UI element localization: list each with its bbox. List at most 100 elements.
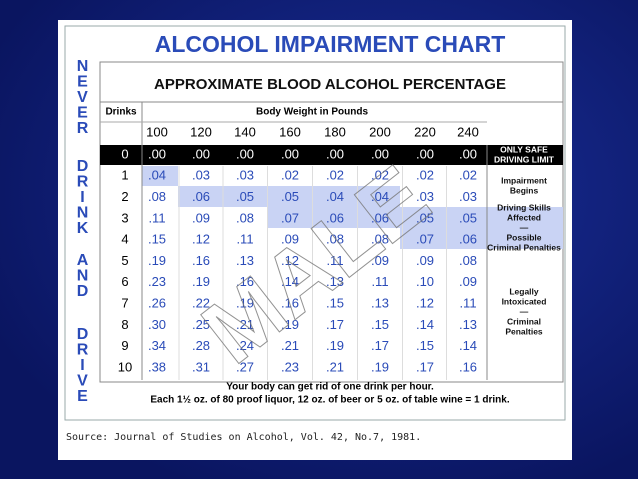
bac-value: .06 <box>459 232 477 247</box>
banner-word: NEVER <box>74 58 91 136</box>
bac-value: .19 <box>371 359 389 374</box>
bac-value: .30 <box>148 317 166 332</box>
bac-value: .03 <box>459 189 477 204</box>
banner-word: DRIVE <box>74 326 91 404</box>
weight: 100 <box>146 124 168 139</box>
bac-value: .07 <box>416 232 434 247</box>
bac-value: .24 <box>236 338 254 353</box>
bac-value: .14 <box>281 274 299 289</box>
bac-value: .16 <box>459 359 477 374</box>
bac-value: .13 <box>371 296 389 311</box>
zone-label: Penalties <box>505 326 543 336</box>
bac-value: .02 <box>459 168 477 183</box>
zone-label: — <box>520 306 529 316</box>
bac-value: .07 <box>281 210 299 225</box>
zone-label: DRIVING LIMIT <box>494 154 555 164</box>
bac-value: .11 <box>236 232 253 247</box>
note: Each 1½ oz. of 80 proof liquor, 12 oz. o… <box>150 395 509 406</box>
bac-value: .23 <box>281 359 299 374</box>
bac-value: .13 <box>326 274 344 289</box>
bac-value: .17 <box>326 317 344 332</box>
zone-label: Driving Skills <box>497 202 551 212</box>
drinks: 1 <box>121 168 128 183</box>
bac-value: .15 <box>148 232 166 247</box>
safe-band <box>100 145 563 165</box>
bac-value: .13 <box>236 253 254 268</box>
bac-value: .16 <box>281 296 299 311</box>
bac-value: .09 <box>192 210 210 225</box>
bac-value: .17 <box>416 359 434 374</box>
bac-value: .04 <box>326 189 344 204</box>
bac-value: .15 <box>416 338 434 353</box>
zone-label: — <box>520 222 529 232</box>
bac-value: .34 <box>148 338 166 353</box>
title: ALCOHOL IMPAIRMENT CHART <box>155 31 506 57</box>
drinks: 6 <box>121 274 128 289</box>
bac-value: .03 <box>416 189 434 204</box>
drinks: 7 <box>121 296 128 311</box>
drinks: 9 <box>121 338 128 353</box>
bac-value: .09 <box>281 232 299 247</box>
zone-label: Legally <box>509 286 539 296</box>
shade <box>178 186 400 207</box>
zone-label: ONLY SAFE <box>500 144 548 154</box>
bac-value: .00 <box>281 146 299 161</box>
drinks: 5 <box>121 253 128 268</box>
zone-label: Possible <box>507 232 542 242</box>
note: Your body can get rid of one drink per h… <box>226 382 434 393</box>
weight: 160 <box>279 124 301 139</box>
bac-value: .19 <box>326 338 344 353</box>
weight-header: Body Weight in Pounds <box>256 107 368 118</box>
bac-value: .14 <box>459 338 477 353</box>
bac-value: .16 <box>192 253 210 268</box>
bac-value: .08 <box>371 232 389 247</box>
zone-label: Begins <box>510 185 539 195</box>
bac-value: .05 <box>416 210 434 225</box>
shade <box>487 207 563 249</box>
source: Source: Journal of Studies on Alcohol, V… <box>66 432 421 443</box>
bac-value: .02 <box>371 168 389 183</box>
bac-value: .12 <box>192 232 210 247</box>
bac-value: .21 <box>236 317 254 332</box>
bac-value: .04 <box>148 168 166 183</box>
bac-value: .10 <box>416 274 434 289</box>
bac-value: .15 <box>326 296 344 311</box>
bac-value: .04 <box>371 189 389 204</box>
bac-value: .11 <box>459 296 476 311</box>
bac-value: .00 <box>192 146 210 161</box>
bac-value: .28 <box>192 338 210 353</box>
shade <box>268 207 487 228</box>
weight: 200 <box>369 124 391 139</box>
banner-word: AND <box>74 252 91 299</box>
bac-value: .08 <box>148 189 166 204</box>
zone-label: Intoxicated <box>502 296 547 306</box>
bac-value: .02 <box>281 168 299 183</box>
bac-value: .11 <box>371 274 388 289</box>
bac-value: .00 <box>371 146 389 161</box>
bac-value: .21 <box>281 338 299 353</box>
shade <box>400 228 487 249</box>
bac-value: .15 <box>371 317 389 332</box>
bac-value: .03 <box>236 168 254 183</box>
bac-value: .19 <box>148 253 166 268</box>
bac-value: .09 <box>459 274 477 289</box>
bac-value: .00 <box>236 146 254 161</box>
bac-value: .02 <box>326 168 344 183</box>
weight: 120 <box>190 124 212 139</box>
bac-value: .03 <box>192 168 210 183</box>
bac-value: .06 <box>192 189 210 204</box>
bac-value: .05 <box>236 189 254 204</box>
bac-value: .13 <box>459 317 477 332</box>
shade <box>142 166 178 186</box>
bac-value: .11 <box>326 253 343 268</box>
bac-value: .11 <box>148 210 165 225</box>
zone-label: Affected <box>507 212 541 222</box>
bac-value: .00 <box>459 146 477 161</box>
bac-value: .02 <box>416 168 434 183</box>
drinks: 8 <box>121 317 128 332</box>
bac-value: .12 <box>416 296 434 311</box>
bac-value: .27 <box>236 359 254 374</box>
bac-value: .26 <box>148 296 166 311</box>
